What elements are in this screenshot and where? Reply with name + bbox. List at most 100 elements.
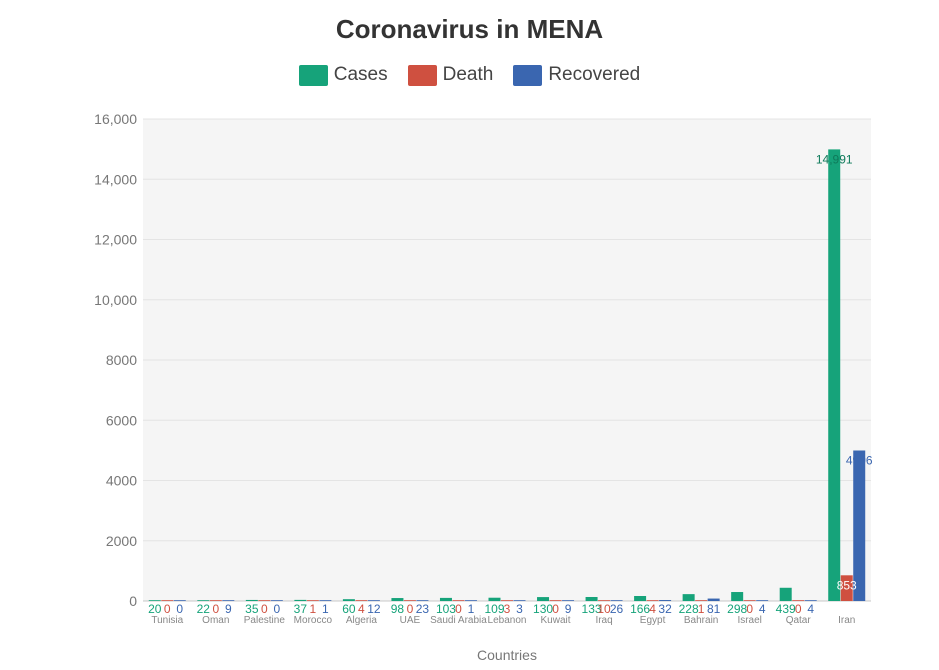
legend-item-death[interactable]: Death (407, 64, 494, 86)
bar-death[interactable] (646, 600, 659, 601)
legend-item-cases[interactable]: Cases (298, 64, 388, 86)
bar-recovered[interactable] (804, 600, 817, 601)
bar-death[interactable] (306, 600, 319, 601)
data-label-death: 1 (698, 602, 705, 616)
bars-group (148, 149, 866, 601)
x-axis-label: Countries (477, 647, 537, 663)
bar-cases[interactable] (585, 596, 598, 601)
data-label-death: 1 (310, 602, 317, 616)
bar-recovered[interactable] (222, 600, 235, 601)
bar-death[interactable] (161, 600, 174, 601)
data-label-death: 0 (746, 602, 753, 616)
data-label-recovered: 23 (416, 602, 430, 616)
bar-recovered[interactable] (853, 450, 866, 601)
data-label-death: 853 (837, 578, 857, 592)
bar-death[interactable] (403, 600, 416, 601)
data-label-cases: 22 (197, 602, 211, 616)
data-label-death: 3 (504, 602, 511, 616)
bar-cases[interactable] (439, 597, 452, 601)
bar-cases[interactable] (634, 595, 647, 601)
bar-death[interactable] (452, 600, 465, 601)
bar-death[interactable] (258, 600, 271, 601)
data-label-cases: 20 (148, 602, 162, 616)
legend-swatch-recovered (513, 64, 543, 86)
bar-death[interactable] (501, 600, 513, 601)
data-label-recovered: 26 (610, 602, 624, 616)
x-tick-label: Iraq (595, 615, 612, 626)
bar-recovered[interactable] (756, 600, 769, 601)
data-label-cases: 130 (533, 602, 553, 616)
bar-recovered[interactable] (367, 600, 380, 601)
bar-cases[interactable] (391, 598, 404, 601)
bar-death[interactable] (209, 600, 222, 601)
x-tick-label: Tunisia (151, 615, 183, 626)
data-label-death: 4 (358, 602, 365, 616)
x-tick-label: Oman (202, 615, 229, 626)
bar-cases[interactable] (537, 597, 550, 601)
bar-death[interactable] (695, 600, 708, 601)
data-label-death: 0 (407, 602, 414, 616)
bar-death[interactable] (549, 600, 562, 601)
bar-recovered[interactable] (416, 600, 429, 601)
x-tick-label: Palestine (244, 615, 286, 626)
bar-recovered[interactable] (319, 600, 332, 601)
data-label-death: 0 (164, 602, 171, 616)
data-label-recovered: 32 (658, 602, 672, 616)
bar-death[interactable] (743, 600, 756, 601)
data-label-death: 0 (552, 602, 559, 616)
x-tick-label: Kuwait (541, 615, 571, 626)
bar-cases[interactable] (148, 600, 161, 601)
legend-label-death: Death (442, 64, 494, 85)
chart-title: Coronavirus in MENA (335, 14, 604, 44)
bar-recovered[interactable] (464, 600, 477, 601)
bar-cases[interactable] (245, 599, 258, 601)
data-label-cases: 35 (245, 602, 259, 616)
bar-cases[interactable] (342, 599, 355, 601)
bar-death[interactable] (355, 600, 368, 601)
x-tick-label: Qatar (786, 615, 812, 626)
data-label-recovered: 4996 (846, 453, 873, 467)
data-label-recovered: 3 (516, 602, 523, 616)
bar-cases[interactable] (828, 149, 841, 601)
bar-death[interactable] (840, 575, 853, 601)
bar-recovered[interactable] (173, 600, 186, 601)
y-tick-label: 14,000 (94, 171, 137, 187)
data-label-cases: 109 (484, 602, 504, 616)
bar-cases[interactable] (294, 599, 307, 601)
data-label-cases: 103 (436, 602, 456, 616)
bar-recovered[interactable] (610, 600, 623, 601)
data-label-recovered: 81 (707, 602, 721, 616)
bar-recovered[interactable] (513, 600, 526, 601)
data-label-death: 0 (795, 602, 802, 616)
legend-label-cases: Cases (333, 64, 388, 85)
bar-cases[interactable] (197, 600, 210, 601)
bar-cases[interactable] (682, 594, 695, 601)
data-label-recovered: 9 (565, 602, 572, 616)
x-tick-label: Egypt (640, 615, 666, 626)
chart-legend: Cases Death Recovered (0, 64, 939, 86)
bar-recovered[interactable] (562, 600, 575, 601)
data-label-cases: 439 (776, 602, 796, 616)
bar-death[interactable] (792, 600, 805, 601)
x-tick-label: UAE (400, 615, 421, 626)
bar-death[interactable] (598, 600, 611, 601)
y-tick-label: 0 (129, 593, 137, 609)
data-label-death: 10 (597, 602, 611, 616)
legend-swatch-cases (298, 64, 328, 86)
bar-cases[interactable] (488, 597, 501, 601)
x-axis: Tunisia Oman Palestine Morocco Algeria UAE Sau… (151, 615, 855, 626)
y-tick-label: 8000 (106, 352, 137, 368)
bar-recovered[interactable] (659, 600, 672, 601)
x-tick-label: Iran (838, 615, 855, 626)
bar-cases[interactable] (779, 587, 792, 601)
data-label-recovered: 0 (273, 602, 280, 616)
bar-recovered[interactable] (707, 598, 720, 601)
legend-swatch-death (407, 64, 437, 86)
data-labels: 20 0 0 22 0 9 35 0 0 37 1 1 60 4 12 98 0 23 103 0 1 109 3 3 130 0… (148, 152, 873, 616)
data-label-cases: 14,991 (816, 152, 853, 166)
legend-item-recovered[interactable]: Recovered (513, 64, 640, 86)
data-label-cases: 166 (630, 602, 650, 616)
bar-recovered[interactable] (270, 600, 283, 601)
bar-cases[interactable] (731, 592, 744, 601)
